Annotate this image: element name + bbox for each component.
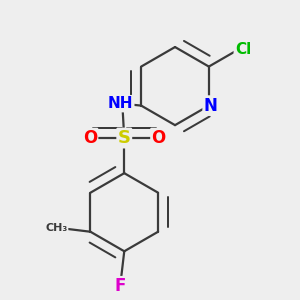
- Text: N: N: [204, 97, 218, 115]
- Text: NH: NH: [108, 96, 133, 111]
- Text: Cl: Cl: [235, 43, 251, 58]
- Text: CH₃: CH₃: [46, 223, 68, 233]
- Text: S: S: [118, 129, 131, 147]
- Text: O: O: [83, 129, 97, 147]
- Text: O: O: [152, 129, 166, 147]
- Text: F: F: [115, 277, 126, 295]
